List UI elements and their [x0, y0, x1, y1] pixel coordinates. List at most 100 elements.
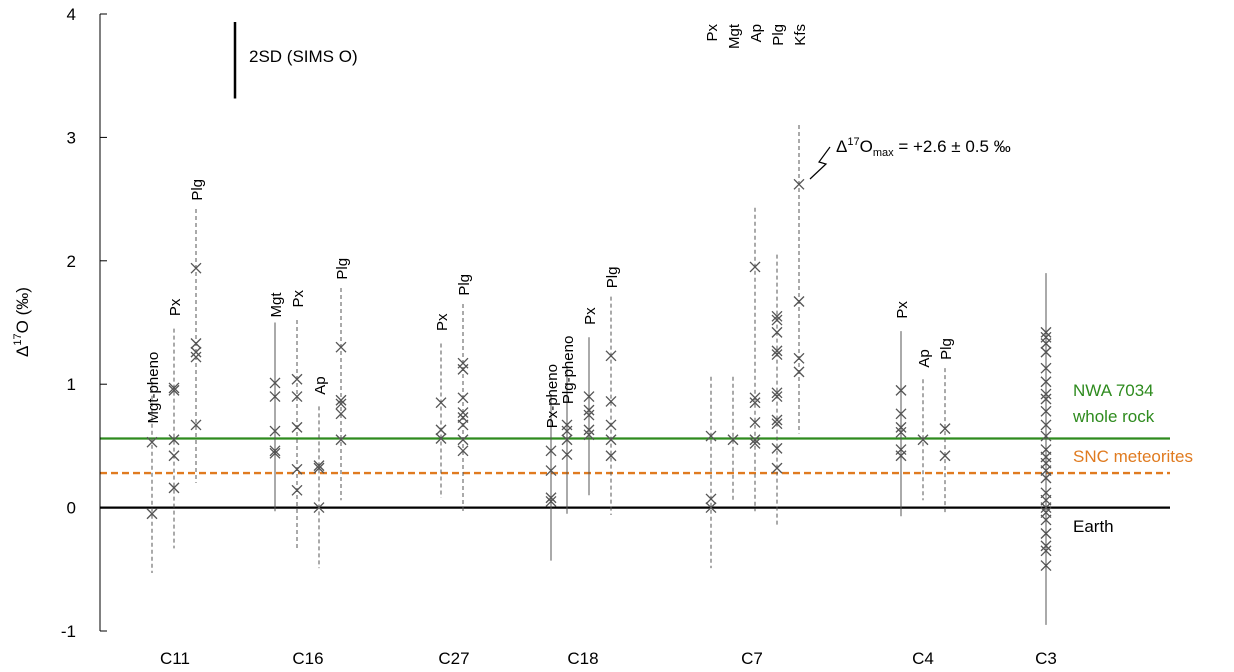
- x-tick-label: C7: [741, 649, 763, 668]
- data-point: [895, 384, 907, 396]
- data-point: [771, 442, 783, 454]
- data-point: [1040, 514, 1052, 526]
- data-point: [605, 350, 617, 362]
- data-point: [457, 407, 469, 419]
- data-point: [335, 341, 347, 353]
- data-point: [335, 434, 347, 446]
- data-point: [146, 508, 158, 520]
- data-point: [335, 398, 347, 410]
- data-point: [1040, 388, 1052, 400]
- y-tick-label: 4: [67, 5, 76, 24]
- annotation-sup: 17: [847, 136, 859, 148]
- reference-line-label: whole rock: [1072, 407, 1155, 426]
- reference-line-labels: NWA 7034 whole rock SNC meteorites Earth: [1072, 381, 1193, 536]
- x-tick-label: C16: [292, 649, 323, 668]
- data-point: [435, 397, 447, 409]
- data-point: [1040, 502, 1052, 514]
- data-point: [1040, 472, 1052, 484]
- data-point: [269, 447, 281, 459]
- mineral-label: Ap: [748, 24, 765, 42]
- x-tick-label: C3: [1035, 649, 1057, 668]
- data-point: [939, 423, 951, 435]
- y-tick-label: 1: [67, 375, 76, 394]
- data-point: [561, 425, 573, 437]
- data-point: [1040, 560, 1052, 572]
- data-point: [1040, 346, 1052, 358]
- data-point: [771, 345, 783, 357]
- max-annotation: Δ17Omax = +2.6 ± 0.5 ‰: [809, 136, 1011, 180]
- data-point: [605, 396, 617, 407]
- y-tick-labels: -1 0 1 2 3 4: [61, 5, 76, 641]
- mineral-label: Px: [167, 298, 184, 316]
- data-point: [168, 384, 180, 396]
- x-tick-labels: C11 C16 C27 C18 C7 C4 C3: [160, 649, 1057, 668]
- data-point: [749, 392, 761, 404]
- data-point: [168, 482, 180, 494]
- data-point: [313, 502, 325, 514]
- data-point: [1040, 393, 1052, 405]
- data-point: [705, 502, 717, 514]
- mineral-label: Plg-pheno: [560, 336, 577, 404]
- data-point: [1040, 540, 1052, 552]
- data-point: [190, 338, 202, 349]
- data-point: [1040, 338, 1052, 349]
- data-point: [771, 414, 783, 426]
- data-point: [291, 373, 303, 385]
- data-point: [190, 351, 202, 363]
- data-point: [545, 465, 557, 477]
- data-point: [168, 450, 180, 462]
- data-point: [291, 463, 303, 475]
- mineral-label: Plg: [770, 24, 787, 46]
- data-point: [190, 262, 202, 274]
- data-point: [749, 437, 761, 449]
- mineral-label: Px: [434, 313, 451, 331]
- annotation-base: O: [860, 137, 873, 156]
- data-point: [1040, 362, 1052, 374]
- data-point: [1040, 419, 1052, 431]
- data-point: [1040, 326, 1052, 338]
- y-tick-label: -1: [61, 622, 76, 641]
- mineral-label: Plg: [938, 338, 955, 360]
- data-point: [291, 421, 303, 433]
- y-axis-label: Δ17O (‰): [12, 287, 32, 357]
- data-point: [771, 310, 783, 322]
- data-point: [583, 429, 595, 441]
- mineral-label: Px: [290, 290, 307, 308]
- data-point: [1040, 545, 1052, 557]
- annotation-pointer: [809, 146, 831, 180]
- data-point: [605, 419, 617, 431]
- data-point: [561, 449, 573, 460]
- data-point: [291, 484, 303, 496]
- x-tick-label: C27: [438, 649, 469, 668]
- mineral-label: Mgt-pheno: [145, 352, 162, 424]
- y-axis-label-rest: O (‰): [13, 287, 32, 333]
- y-tick-label: 0: [67, 499, 76, 518]
- data-point: [1040, 376, 1052, 388]
- annotation-sub: max: [873, 147, 894, 159]
- data-point: [435, 433, 447, 444]
- data-point: [771, 462, 783, 474]
- mineral-label: Mgt: [726, 23, 743, 49]
- data-point: [583, 409, 595, 421]
- data-point: [583, 404, 595, 416]
- mineral-label: Px: [894, 301, 911, 319]
- data-point: [793, 296, 805, 307]
- data-point: [457, 434, 469, 446]
- mineral-label: Mgt: [268, 292, 285, 318]
- data-point: [457, 392, 469, 404]
- mineral-label: Kfs: [792, 24, 809, 46]
- data-point: [793, 352, 805, 364]
- data-point: [313, 462, 325, 474]
- data-point: [545, 445, 557, 457]
- data-point: [457, 445, 469, 457]
- annotation-prefix: Δ: [836, 137, 847, 156]
- data-point: [749, 434, 761, 446]
- data-point: [895, 408, 907, 420]
- data-point: [435, 424, 447, 436]
- data-point: [583, 424, 595, 436]
- y-tick-label: 2: [67, 252, 76, 271]
- data-point: [146, 436, 158, 448]
- data-point: [771, 326, 783, 338]
